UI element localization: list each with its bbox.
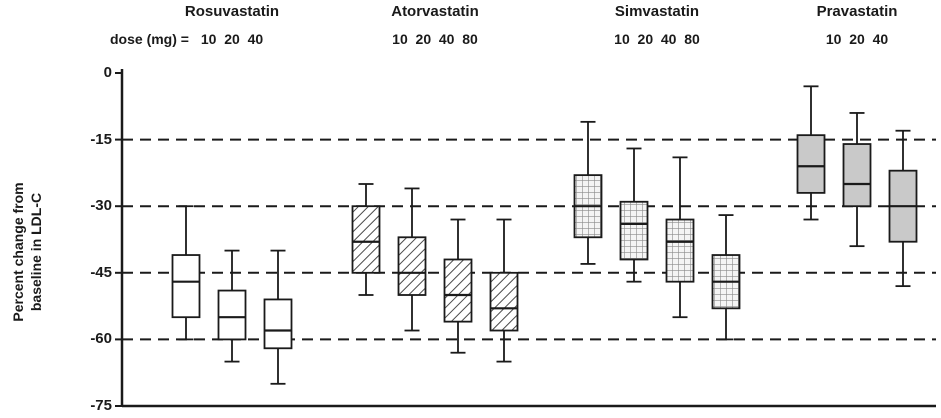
y-tick-label--60: -60 (90, 330, 112, 348)
dose-labels-simvastatin: 10 20 40 80 (614, 31, 700, 47)
dose-prefix-label: dose (mg) = (110, 31, 189, 47)
box-pravastatin-10 (796, 134, 826, 194)
box-pravastatin-20 (842, 143, 872, 208)
box-rosuvastatin-40 (263, 298, 293, 350)
group-header-rosuvastatin: Rosuvastatin (184, 3, 280, 20)
box-simvastatin-20 (619, 200, 649, 261)
group-header-atorvastatin: Atorvastatin (391, 3, 479, 20)
box-atorvastatin-20 (397, 236, 427, 296)
y-tick-label-0: 0 (103, 64, 112, 81)
group-header-pravastatin: Pravastatin (816, 3, 898, 20)
dose-labels-atorvastatin: 10 20 40 80 (392, 31, 478, 47)
box-atorvastatin-40 (443, 258, 473, 323)
box-rosuvastatin-20 (217, 289, 247, 341)
dose-labels-pravastatin: 10 20 40 (825, 31, 889, 47)
y-tick-label--75: -75 (90, 397, 112, 414)
box-atorvastatin-80 (489, 271, 519, 332)
y-tick-label--15: -15 (90, 130, 112, 148)
box-atorvastatin-10 (351, 205, 381, 274)
box-rosuvastatin-10 (171, 254, 201, 319)
y-tick-label--30: -30 (90, 197, 112, 215)
y-tick-label--45: -45 (90, 263, 112, 281)
group-header-simvastatin: Simvastatin (614, 3, 700, 20)
box-simvastatin-40 (665, 218, 695, 283)
dose-labels-rosuvastatin: 10 20 40 (200, 31, 264, 47)
